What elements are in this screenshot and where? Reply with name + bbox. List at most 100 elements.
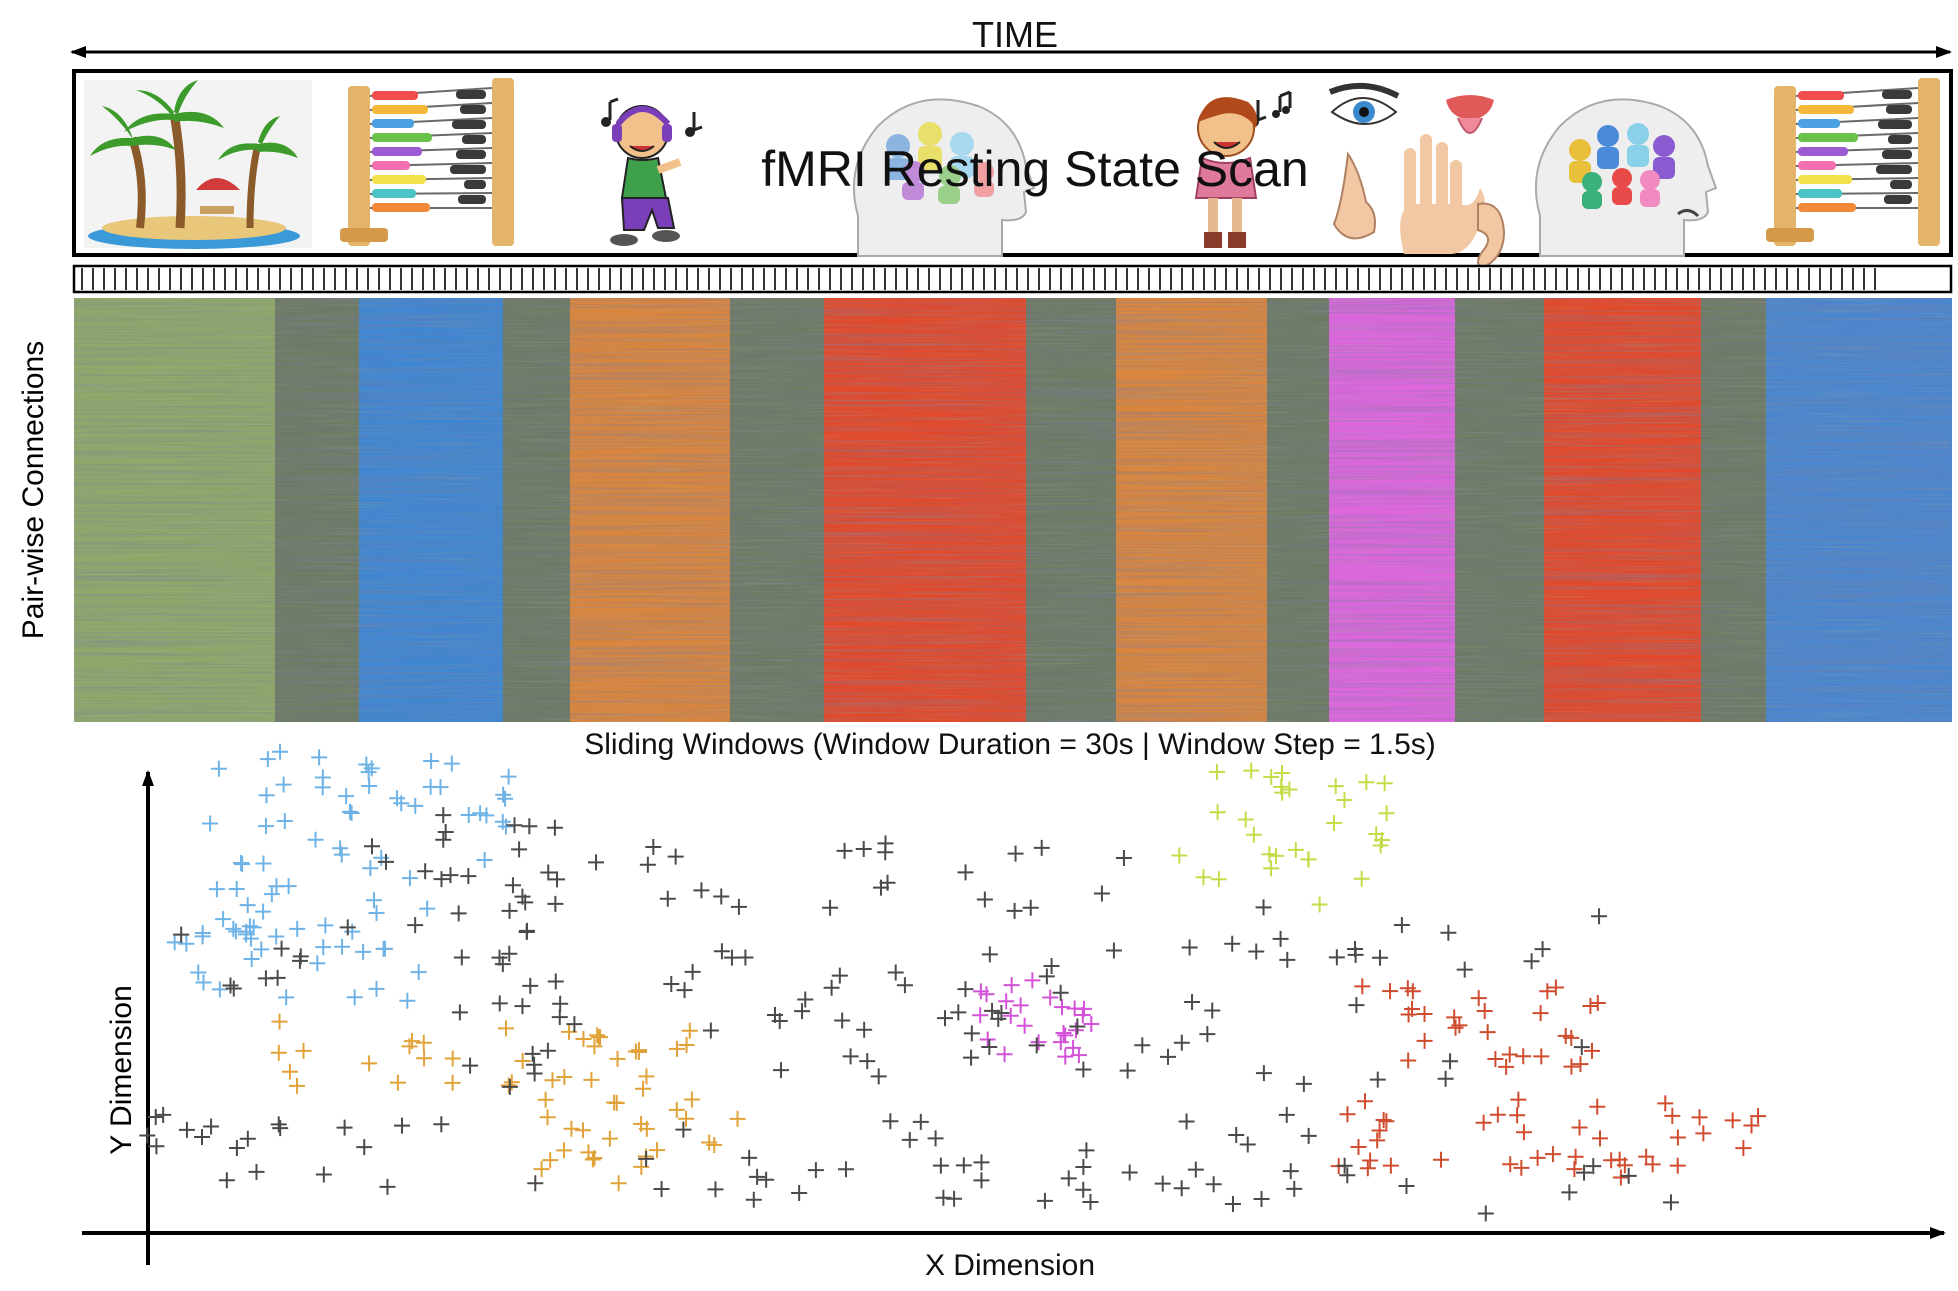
scatter-point [344,923,361,940]
scatter-point [315,939,332,956]
scatter-point [1612,1169,1629,1186]
scatter-point [289,920,306,937]
scatter-point [1375,1111,1392,1128]
singing-person-icon [1194,90,1292,248]
scatter-point [1173,1034,1190,1051]
scatter-point [856,1021,873,1038]
scatter-point [1357,1093,1373,1110]
scatter-point [1065,1039,1082,1056]
scatter-point [190,964,207,981]
scatter-point [1160,1048,1176,1065]
scatter-point [1735,1140,1752,1157]
scatter-point [639,856,656,873]
scatter-point [356,1139,373,1156]
scatter-point [173,926,190,943]
scatter-point [1115,849,1132,866]
scatter-point [730,898,747,915]
scatter-point [1105,942,1122,959]
scatter-point [501,945,518,962]
scatter-point [314,779,331,796]
scatter-point [935,1189,952,1206]
scatter-point [745,1191,762,1208]
scatter-point [500,1077,517,1094]
scatter-point [1054,999,1071,1016]
scatter-point [358,756,375,773]
scatter-point [1691,1109,1708,1126]
scatter-point [1359,1160,1376,1177]
scatter-point [998,993,1015,1010]
scatter-point [239,897,256,914]
scatter-point [1069,1018,1086,1035]
scatter-point [1557,1027,1574,1044]
scatter-point [1199,1026,1216,1043]
scatter-point [836,842,853,859]
scatter-point [258,818,275,835]
scatter-point [1273,778,1290,795]
scatter-point [1572,1056,1589,1073]
scatter-point [444,1074,461,1091]
scatter-point [506,817,523,834]
scatter-point [255,903,272,920]
scatter-point [586,1038,603,1055]
scatter-point [1255,1065,1272,1082]
scatter-point [338,788,355,805]
scatter-point [1300,1127,1317,1144]
scatter-point [976,891,993,908]
scatter-point [1489,1106,1506,1123]
scatter-point [946,1190,963,1207]
scatter-point [389,1074,406,1091]
scatter-point [772,1062,789,1079]
scatter-point [1208,763,1225,780]
scatter-point [341,803,358,820]
scatter-point [1750,1108,1767,1125]
scatter-point [542,1152,559,1169]
scatter-point [1544,1146,1561,1163]
scatter-point [1075,1061,1092,1078]
time-label: TIME [972,14,1058,55]
scatter-point [1336,792,1353,809]
scatter-point [521,818,538,835]
scatter-point [1532,1005,1549,1022]
scatter-point [1447,1019,1464,1036]
scatter-point [433,871,450,888]
scatter-point [1033,839,1050,856]
scatter-point [729,1110,746,1127]
scatter-point [497,1020,514,1037]
scatter-point [497,818,514,835]
scatter-point [453,949,470,966]
scatter-point [1404,1000,1421,1017]
scatter-point [234,856,251,873]
scatter-point [451,1004,468,1021]
scatter-point [1563,1058,1580,1075]
scatter-point [259,751,276,768]
scatter-point [1024,972,1041,989]
scatter-points [139,743,1767,1222]
scatter-point [178,935,195,952]
scatter-point [1261,846,1278,863]
scatter-point [1567,1148,1584,1165]
scatter-point [1393,917,1410,934]
scatter-point [653,1180,670,1197]
scatter-point [590,1029,607,1046]
scatter-point [442,867,459,884]
scatter-point [1432,1151,1449,1168]
scatter-point [365,892,382,909]
scatter-point [1204,1002,1221,1019]
scatter-point [394,1117,411,1134]
scatter-point [555,1142,572,1159]
scatter-point [222,977,239,994]
scatter-point [514,1053,531,1070]
scatter-point [1620,1167,1637,1184]
scatter-point [794,1003,811,1020]
scatter-point [193,1128,210,1145]
scatter-point [444,1050,461,1067]
scatter-point [668,1101,685,1118]
scatter-point [497,790,514,807]
scatter-point [879,874,896,891]
scatter-point [1327,778,1344,795]
scatter-point [524,1045,541,1062]
scatter-point [713,888,730,905]
scatter-point [1237,811,1254,828]
scatter-point [1325,815,1342,831]
scatter-point [1669,1129,1686,1146]
